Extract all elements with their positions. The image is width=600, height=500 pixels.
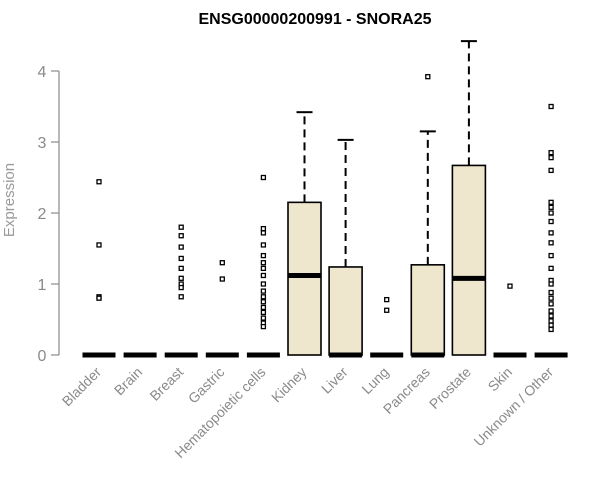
outlier-point bbox=[260, 323, 267, 330]
outlier-point bbox=[178, 233, 184, 239]
outlier-point bbox=[507, 283, 513, 289]
x-tick-label: Kidney bbox=[268, 364, 310, 406]
x-tick-label: Brain bbox=[111, 364, 145, 398]
outlier-point bbox=[178, 275, 184, 281]
outlier-point bbox=[260, 252, 267, 259]
outlier-point bbox=[425, 74, 431, 80]
outlier-point bbox=[548, 265, 554, 272]
outlier-point bbox=[548, 326, 554, 333]
outlier-point bbox=[96, 242, 102, 248]
box-skin bbox=[493, 283, 527, 358]
y-tick-label: 2 bbox=[38, 206, 47, 223]
outlier-point bbox=[260, 281, 267, 287]
outlier-point bbox=[548, 322, 554, 328]
box-bladder bbox=[82, 179, 116, 358]
outlier-point bbox=[548, 218, 554, 225]
outlier-point bbox=[260, 299, 267, 305]
box-lung bbox=[370, 296, 404, 358]
outlier-point bbox=[548, 289, 554, 296]
box-prostate bbox=[451, 40, 487, 356]
y-axis-label: Expression bbox=[1, 163, 18, 237]
outlier-point bbox=[548, 103, 554, 110]
boxes-group bbox=[82, 40, 568, 358]
outlier-point bbox=[384, 296, 390, 303]
box-kidney bbox=[287, 111, 322, 356]
outlier-point bbox=[260, 260, 267, 266]
box-breast bbox=[164, 224, 198, 358]
outlier-point bbox=[548, 167, 554, 174]
outlier-point bbox=[548, 210, 554, 216]
outlier-point bbox=[178, 294, 184, 300]
y-tick-label: 4 bbox=[38, 64, 47, 81]
box-iqr bbox=[287, 201, 322, 356]
outlier-point bbox=[548, 281, 554, 287]
box-hematopoietic-cells bbox=[246, 174, 280, 358]
y-tick-label: 1 bbox=[38, 277, 47, 294]
y-axis: 0 1 2 3 4 bbox=[38, 64, 60, 365]
box-iqr bbox=[328, 266, 363, 356]
outlier-point bbox=[548, 230, 554, 236]
outlier-point bbox=[548, 308, 554, 314]
outlier-point bbox=[219, 276, 225, 282]
outlier-point bbox=[260, 265, 267, 272]
outlier-point bbox=[260, 288, 267, 294]
outlier-point bbox=[548, 295, 554, 301]
outlier-point bbox=[178, 265, 184, 272]
box-gastric bbox=[205, 260, 239, 358]
outlier-point bbox=[260, 315, 267, 321]
box-iqr bbox=[410, 264, 446, 356]
outlier-point bbox=[260, 174, 267, 181]
x-tick-label: Skin bbox=[485, 364, 516, 395]
outlier-point bbox=[178, 244, 184, 250]
outlier-point bbox=[260, 309, 267, 316]
outlier-point bbox=[548, 301, 554, 307]
outlier-point bbox=[548, 318, 554, 324]
outlier-point bbox=[548, 199, 554, 206]
outlier-point bbox=[548, 149, 554, 156]
outlier-point bbox=[548, 313, 554, 319]
y-tick-label: 0 bbox=[38, 348, 47, 365]
box-unknown-other bbox=[534, 103, 568, 358]
outlier-point bbox=[260, 230, 267, 236]
outlier-point bbox=[260, 304, 267, 311]
x-tick-label: Breast bbox=[146, 364, 186, 404]
outlier-point bbox=[548, 154, 554, 161]
outlier-point bbox=[219, 260, 225, 266]
x-tick-label: Liver bbox=[318, 364, 351, 397]
outlier-point bbox=[260, 272, 267, 279]
outlier-point bbox=[260, 294, 267, 300]
outlier-point bbox=[178, 284, 184, 291]
x-tick-label: Bladder bbox=[59, 364, 105, 410]
outlier-point bbox=[548, 204, 554, 210]
outlier-point bbox=[260, 242, 267, 248]
outlier-point bbox=[260, 225, 267, 232]
x-tick-label: Prostate bbox=[426, 364, 474, 412]
outlier-point bbox=[96, 295, 102, 301]
outlier-point bbox=[96, 179, 102, 185]
box-pancreas bbox=[410, 74, 446, 358]
box-liver bbox=[328, 138, 363, 358]
outlier-point bbox=[384, 307, 390, 313]
outlier-point bbox=[178, 255, 184, 262]
x-tick-label: Lung bbox=[358, 364, 391, 397]
outlier-point bbox=[548, 240, 554, 246]
chart-title: ENSG00000200991 - SNORA25 bbox=[198, 11, 431, 28]
outlier-point bbox=[178, 224, 184, 230]
outlier-point bbox=[548, 252, 554, 259]
box-iqr bbox=[451, 164, 487, 356]
y-tick-label: 3 bbox=[38, 135, 47, 152]
